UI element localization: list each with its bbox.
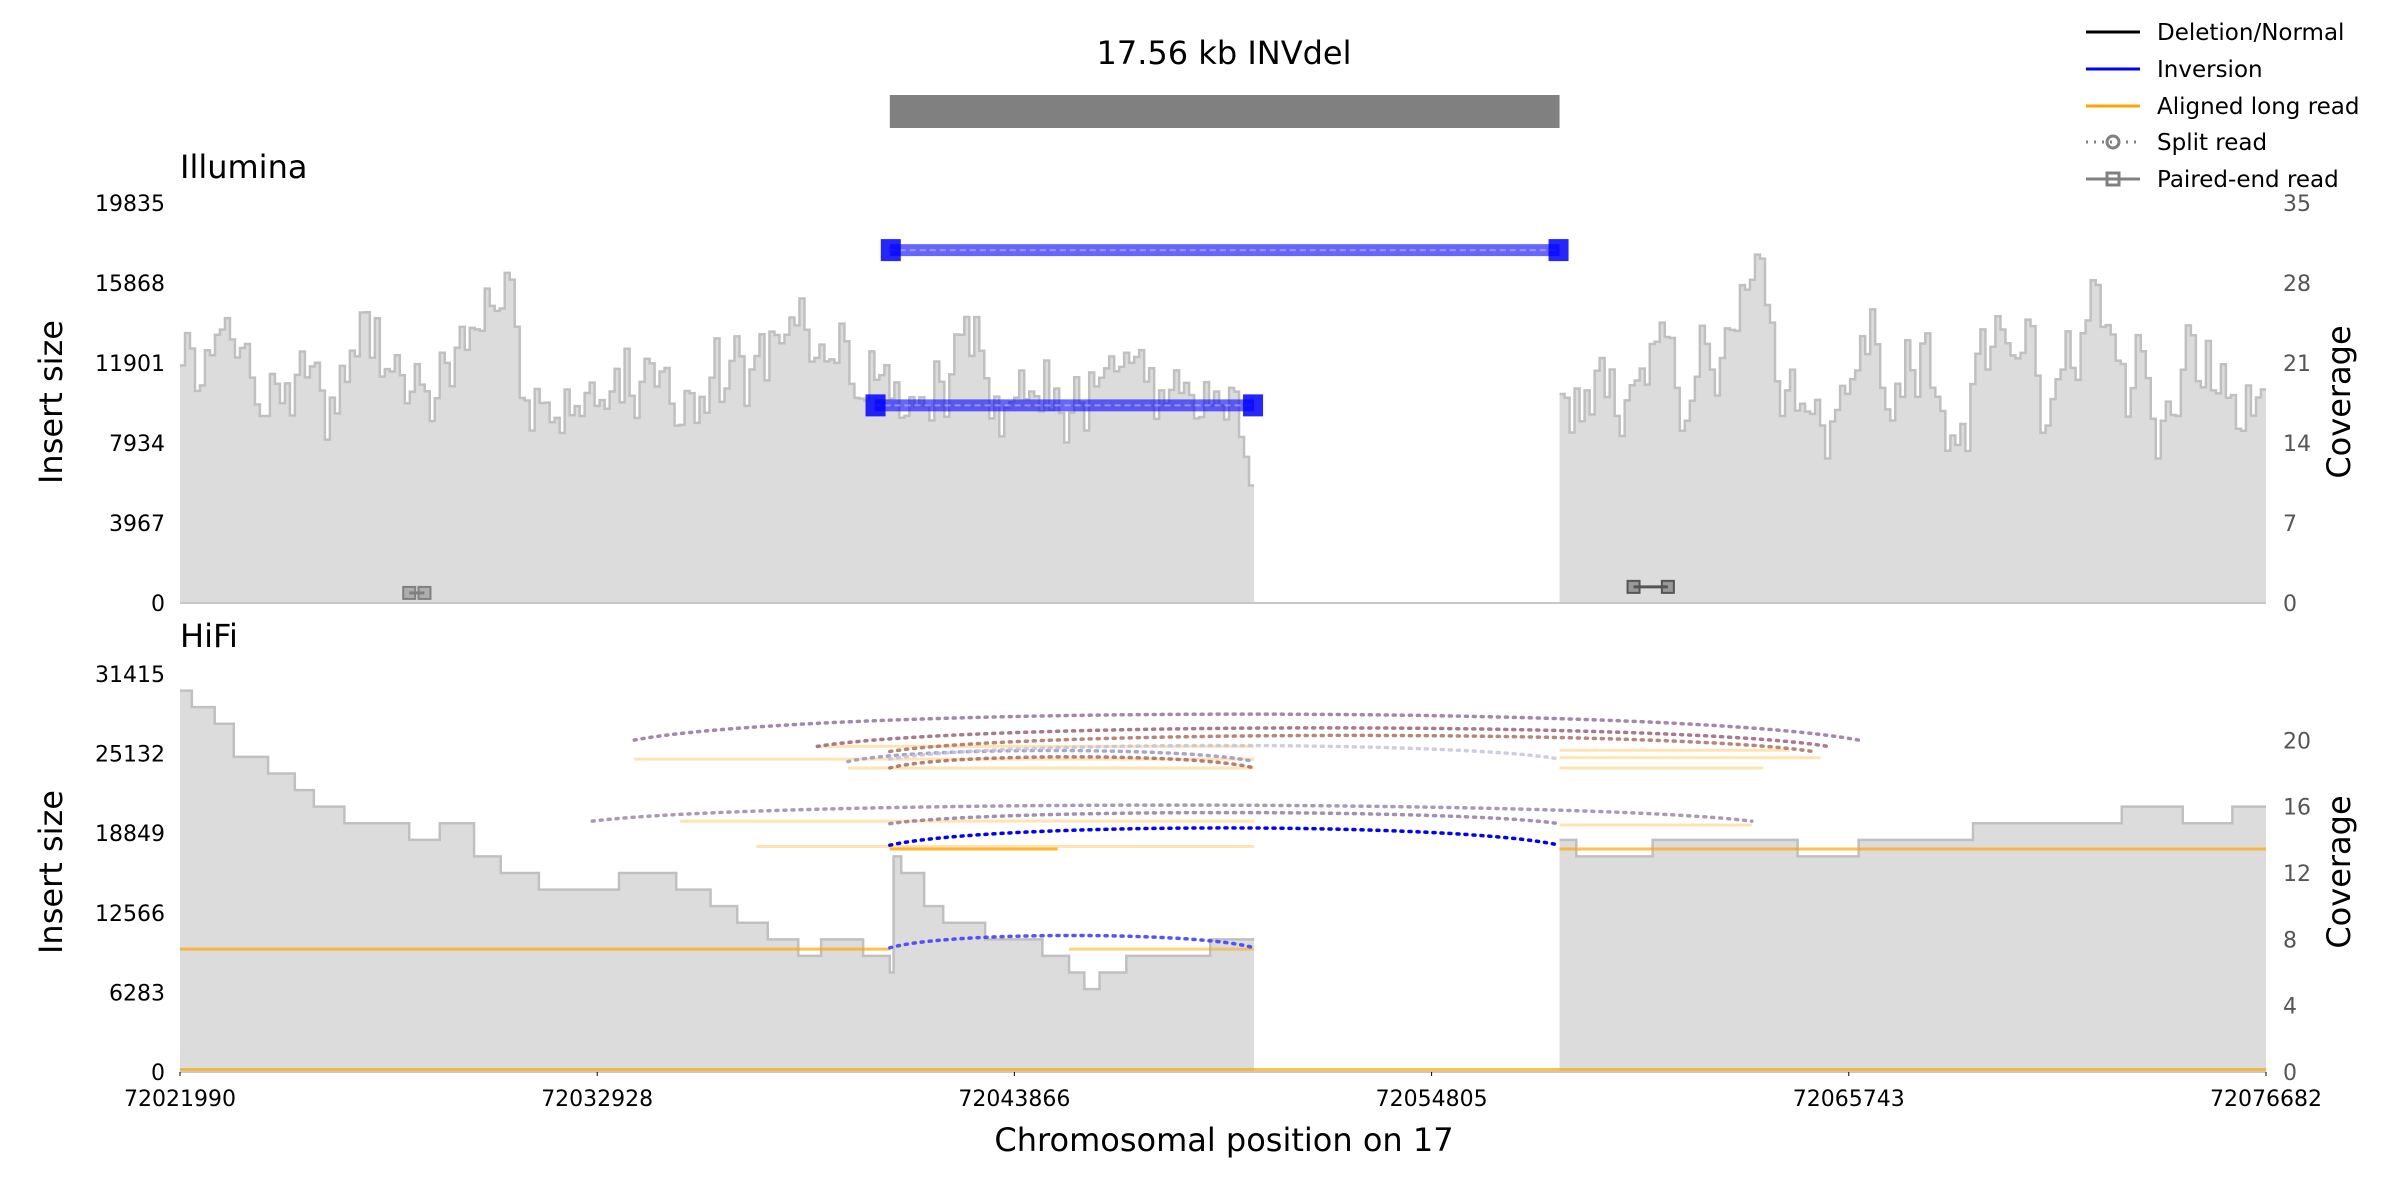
panel-title-hifi: HiFi bbox=[180, 617, 238, 655]
coverage-line bbox=[180, 689, 1255, 991]
y-tick-label: 7934 bbox=[109, 432, 165, 457]
legend-marker-paired-end-read bbox=[2105, 171, 2121, 187]
coverage-area bbox=[1559, 254, 2266, 603]
paired-end-marker bbox=[402, 585, 417, 600]
y2-axis-label-illumina: Coverage bbox=[2320, 325, 2358, 478]
legend: Deletion/Normal Inversion Aligned long r… bbox=[2086, 20, 2360, 193]
legend-marker-split-read bbox=[2105, 134, 2121, 150]
y2-tick-label: 12 bbox=[2283, 862, 2311, 887]
coverage-line bbox=[180, 271, 1255, 487]
panel-hifi: HiFi Insert size Coverage 0 6283 12566 1884… bbox=[32, 617, 2358, 1086]
y2-tick-label: 28 bbox=[2283, 272, 2311, 297]
legend-label-aligned-long-read: Aligned long read bbox=[2157, 94, 2360, 120]
y2-ticks-hifi: 0 4 8 12 16 20 bbox=[2283, 729, 2311, 1086]
event-bar bbox=[889, 95, 1560, 128]
reads-hifi bbox=[180, 712, 2266, 1071]
y-ticks-hifi: 0 6283 12566 18849 25132 31415 bbox=[95, 663, 165, 1086]
legend-entry-split-read: Split read bbox=[2086, 130, 2267, 156]
y2-tick-label: 16 bbox=[2283, 796, 2311, 821]
y-tick-label: 6283 bbox=[109, 981, 165, 1006]
y2-ticks-illumina: 0 7 14 21 28 35 bbox=[2283, 192, 2311, 617]
paired-end-marker bbox=[865, 394, 886, 417]
legend-label-inversion: Inversion bbox=[2157, 57, 2263, 83]
paired-end-marker bbox=[1660, 579, 1675, 594]
y-tick-label: 19835 bbox=[95, 192, 165, 217]
y2-tick-label: 20 bbox=[2283, 729, 2311, 754]
split-read bbox=[815, 726, 1830, 749]
y-tick-label: 15868 bbox=[95, 272, 165, 297]
coverage-line bbox=[1559, 253, 2266, 460]
legend-label-paired-end-read: Paired-end read bbox=[2157, 167, 2339, 193]
legend-entry-aligned-long-read: Aligned long read bbox=[2086, 94, 2360, 120]
y-tick-label: 11901 bbox=[95, 352, 165, 377]
y-tick-label: 12566 bbox=[95, 902, 165, 927]
split-read bbox=[888, 755, 1256, 770]
x-tick-label: 72032928 bbox=[541, 1087, 653, 1112]
legend-entry-inversion: Inversion bbox=[2086, 57, 2263, 83]
legend-label-split-read: Split read bbox=[2157, 130, 2267, 156]
panel-title-illumina: Illumina bbox=[180, 148, 307, 186]
y-tick-label: 25132 bbox=[95, 743, 165, 768]
y-axis-label-illumina: Insert size bbox=[32, 320, 70, 484]
split-read bbox=[846, 748, 1256, 764]
y2-tick-label: 35 bbox=[2283, 192, 2311, 217]
y-tick-label: 3967 bbox=[109, 512, 165, 537]
x-tick-label: 72054805 bbox=[1376, 1087, 1488, 1112]
paired-end-marker bbox=[417, 585, 432, 600]
x-tick-label: 72065743 bbox=[1793, 1087, 1905, 1112]
y-tick-label: 0 bbox=[151, 592, 165, 617]
split-read bbox=[632, 712, 1861, 742]
x-tick-label: 72043866 bbox=[958, 1087, 1070, 1112]
y2-tick-label: 0 bbox=[2283, 592, 2297, 617]
chart-title: 17.56 kb INVdel bbox=[1097, 34, 1352, 72]
coverage-hifi bbox=[180, 689, 2266, 1073]
paired-end-marker bbox=[880, 239, 901, 262]
split-read bbox=[888, 733, 1815, 754]
y2-tick-label: 8 bbox=[2283, 928, 2297, 953]
split-read bbox=[888, 933, 1256, 950]
coverage-illumina bbox=[180, 253, 2266, 604]
legend-entry-deletion: Deletion/Normal bbox=[2086, 20, 2344, 46]
panel-illumina: Illumina Insert size Coverage 0 3967 7934 1… bbox=[32, 148, 2358, 617]
y-tick-label: 31415 bbox=[95, 663, 165, 688]
split-read bbox=[888, 810, 1562, 826]
split-read bbox=[888, 743, 1562, 761]
y-tick-label: 0 bbox=[151, 1061, 165, 1086]
paired-end-marker bbox=[1626, 579, 1641, 594]
y-tick-label: 18849 bbox=[95, 822, 165, 847]
y-axis-label-hifi: Insert size bbox=[32, 790, 70, 954]
y-ticks-illumina: 0 3967 7934 11901 15868 19835 bbox=[95, 192, 165, 617]
y2-axis-label-hifi: Coverage bbox=[2320, 795, 2358, 948]
split-read bbox=[590, 803, 1754, 823]
y2-tick-label: 0 bbox=[2283, 1061, 2297, 1086]
y2-tick-label: 4 bbox=[2283, 995, 2297, 1020]
coverage-area bbox=[180, 272, 1255, 603]
x-tick-label: 72021990 bbox=[124, 1087, 236, 1112]
legend-label-deletion: Deletion/Normal bbox=[2157, 20, 2344, 46]
x-tick-label: 72076682 bbox=[2210, 1087, 2322, 1112]
y2-tick-label: 21 bbox=[2283, 352, 2311, 377]
coverage-line bbox=[1559, 805, 2266, 858]
reads-illumina bbox=[402, 239, 1675, 600]
x-ticks: 72021990 72032928 72043866 72054805 72065743… bbox=[124, 1072, 2322, 1112]
paired-end-marker bbox=[1548, 239, 1569, 262]
coverage-area bbox=[180, 690, 1255, 1072]
legend-entry-paired-end-read: Paired-end read bbox=[2086, 167, 2339, 193]
y2-tick-label: 14 bbox=[2283, 432, 2311, 457]
x-axis-label: Chromosomal position on 17 bbox=[994, 1121, 1453, 1159]
y2-tick-label: 7 bbox=[2283, 512, 2297, 537]
split-read bbox=[888, 826, 1562, 847]
paired-end-marker bbox=[1243, 394, 1264, 417]
coverage-area bbox=[1559, 806, 2266, 1072]
